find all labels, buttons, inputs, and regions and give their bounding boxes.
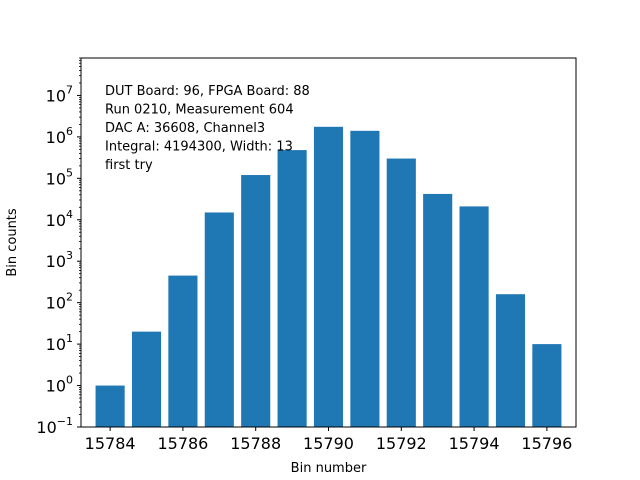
bar-15787 [204, 212, 234, 427]
bar-15795 [495, 294, 526, 427]
x-axis-ticks: 15784 15786 15788 15790 15792 15794 15796 [85, 427, 572, 453]
y-tick-label-6: 106 [46, 125, 73, 147]
y-tick-label--1: 10−1 [36, 415, 73, 437]
annotation-line-5: first try [105, 158, 153, 173]
bar-15784 [95, 385, 125, 427]
bar-15788 [241, 175, 271, 427]
bar-15790 [313, 126, 344, 428]
y-tick-label-7: 107 [46, 83, 73, 105]
y-tick-label-0: 100 [46, 374, 73, 396]
y-tick-label-1: 101 [46, 332, 73, 354]
y-axis-label: Bin counts [5, 208, 20, 277]
bar-15792 [386, 158, 416, 427]
bars-group [95, 126, 562, 428]
y-tick-label-3: 103 [46, 249, 73, 271]
x-tick-label-15792: 15792 [376, 434, 427, 453]
bar-15796 [532, 344, 562, 427]
annotation-line-2: Run 0210, Measurement 604 [105, 103, 294, 118]
y-tick-label-4: 104 [46, 208, 73, 230]
y-tick-label-2: 102 [46, 291, 73, 313]
annotation-line-4: Integral: 4194300, Width: 13 [105, 140, 293, 155]
x-tick-label-15796: 15796 [521, 434, 572, 453]
annotation-line-1: DUT Board: 96, FPGA Board: 88 [105, 84, 310, 99]
x-tick-label-15794: 15794 [449, 434, 500, 453]
bar-15785 [131, 331, 162, 427]
bar-15794 [459, 206, 489, 427]
x-tick-label-15784: 15784 [85, 434, 136, 453]
x-tick-label-15790: 15790 [303, 434, 354, 453]
x-axis-label: Bin number [291, 461, 367, 476]
bar-15789 [277, 150, 307, 427]
annotation-line-3: DAC A: 36608, Channel3 [105, 121, 265, 136]
bar-15793 [423, 193, 453, 427]
y-axis-ticks: 10−1 100 101 102 103 104 105 106 107 [36, 57, 81, 437]
bar-15786 [168, 275, 198, 427]
annotation-block: DUT Board: 96, FPGA Board: 88 Run 0210, M… [105, 84, 310, 173]
y-tick-label-5: 105 [46, 166, 73, 188]
bar-15791 [350, 130, 380, 427]
x-tick-label-15788: 15788 [230, 434, 281, 453]
x-tick-label-15786: 15786 [157, 434, 208, 453]
